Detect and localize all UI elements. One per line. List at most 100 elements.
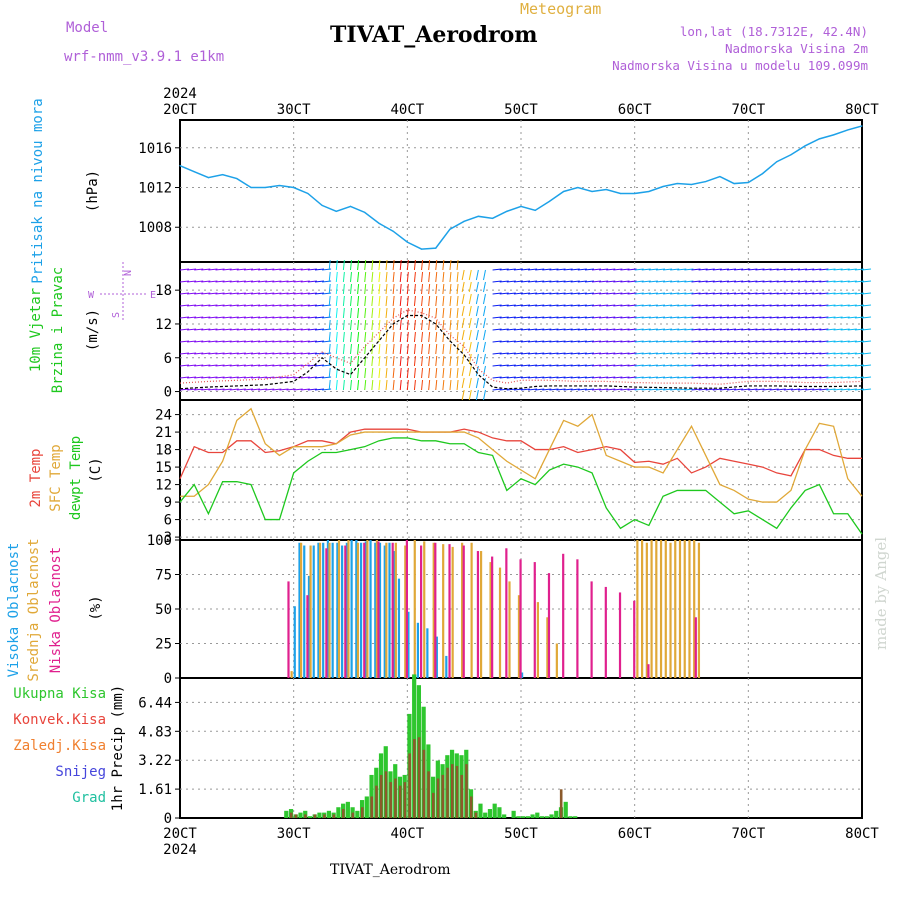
wind-barb (620, 376, 630, 379)
wind-barb (265, 364, 275, 367)
wind-barb (563, 268, 573, 271)
wind-barb (584, 376, 594, 379)
wind-barb (819, 364, 829, 367)
cloud-bar (394, 542, 397, 678)
wind-barb (819, 304, 829, 307)
wind-barb (187, 340, 197, 343)
wind-barb (641, 280, 651, 283)
pressure-point (179, 165, 181, 167)
wind-barb (350, 307, 352, 319)
cloud-legend-low: Niska Oblacnost (48, 547, 64, 673)
wind-barb (798, 352, 808, 355)
wind-barb (769, 376, 779, 379)
wind-barb (705, 340, 715, 343)
wind-barb (641, 268, 651, 271)
wind-speed-line (179, 314, 863, 390)
wind-barb (719, 376, 729, 379)
wind-barb (776, 268, 786, 271)
wind-barb (705, 268, 715, 271)
wind-barb (222, 268, 232, 271)
wind-barb (620, 328, 630, 331)
y-tick-label: 18 (155, 283, 172, 299)
wind-barb (307, 280, 317, 283)
wind-barb (499, 376, 509, 379)
wind-barb (392, 355, 395, 367)
wind-barb (461, 365, 465, 377)
wind-barb (222, 316, 232, 319)
wind-barb (194, 292, 204, 295)
wind-barb (606, 304, 616, 307)
wind-barb (201, 340, 211, 343)
wind-barb (854, 388, 864, 391)
wind-barb (769, 304, 779, 307)
top-time-tick: 40CT (390, 102, 424, 118)
wind-barb (712, 268, 722, 271)
pressure-point (733, 182, 735, 185)
wind-barb (762, 364, 772, 367)
wind-barb (705, 328, 715, 331)
bottom-year-label: 2024 (163, 842, 197, 858)
wind-barb (734, 304, 744, 307)
wind-barb (819, 316, 829, 319)
wind-barb (719, 268, 729, 271)
cloud-bar (533, 562, 536, 678)
wind-barb (535, 388, 545, 391)
cloud-bar (645, 542, 648, 678)
cloud-bar (445, 655, 448, 678)
cloud-bar (476, 551, 480, 678)
wind-barb (461, 329, 465, 341)
pressure-point (463, 220, 465, 222)
wind-barb (492, 292, 502, 295)
y-tick-label: 1016 (138, 141, 172, 157)
wind-barb (350, 319, 352, 331)
wind-barb (520, 316, 531, 319)
wind-barb (357, 271, 360, 283)
cloud-bar (347, 540, 350, 678)
precip-bar (446, 767, 449, 818)
cloud-bar (491, 556, 494, 678)
wind-barb (847, 316, 857, 319)
wind-barb (627, 376, 637, 379)
wind-barb (406, 319, 409, 331)
precip-legend-item: Zaledj.Kisa (13, 738, 106, 754)
wind-barb (670, 328, 680, 331)
compass-north: N (121, 270, 132, 276)
wind-barb (243, 316, 253, 319)
wind-barb (357, 379, 360, 391)
wind-barb (719, 304, 729, 307)
wind-barb (428, 379, 431, 391)
wind-barb (741, 364, 751, 367)
wind-barb (364, 331, 367, 343)
wind-barb (577, 304, 587, 307)
wind-barb (734, 328, 744, 331)
wind-barb (847, 268, 857, 271)
wind-barb (776, 364, 786, 367)
wind-barb (591, 268, 602, 271)
wind-barb (719, 340, 729, 343)
wind-barb (413, 283, 416, 295)
wind-barb (392, 283, 395, 295)
wind-barb (677, 268, 687, 271)
wind-barb (591, 316, 602, 319)
wind-barb (385, 355, 388, 367)
wind-barb (187, 316, 197, 319)
wind-barb (620, 316, 630, 319)
wind-barb (179, 316, 190, 319)
pressure-point (250, 186, 252, 189)
wind-barb (179, 340, 190, 343)
wind-barb (755, 388, 765, 391)
precip-bar (460, 774, 464, 818)
wind-barb (513, 340, 523, 343)
wind-barb (606, 280, 616, 283)
wind-barb (755, 268, 765, 271)
wind-barb (549, 364, 559, 367)
wind-barb (840, 316, 850, 319)
wind-barb (698, 268, 708, 271)
wind-barb (215, 304, 225, 307)
y-tick-label: 3 (164, 530, 172, 546)
wind-barb (187, 328, 197, 331)
cloud-bar (303, 545, 306, 678)
wind-barb (520, 304, 531, 307)
wind-barb (342, 283, 345, 295)
wind-barb (570, 268, 580, 271)
